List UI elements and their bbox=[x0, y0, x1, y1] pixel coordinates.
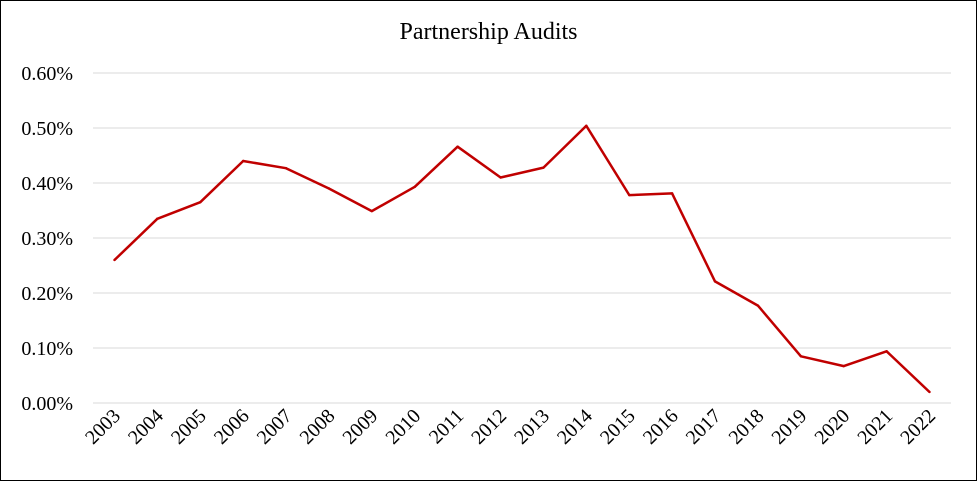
x-tick-label: 2012 bbox=[467, 405, 511, 449]
y-tick-label: 0.50% bbox=[21, 118, 73, 140]
data-point bbox=[413, 185, 416, 189]
x-tick-label: 2005 bbox=[167, 405, 211, 449]
y-tick-label: 0.40% bbox=[21, 173, 73, 195]
data-point bbox=[928, 390, 931, 394]
data-point bbox=[585, 124, 588, 128]
data-point bbox=[156, 217, 159, 220]
data-point bbox=[885, 350, 888, 353]
y-axis-tick-labels: 0.00% 0.10% 0.20% 0.30% 0.40% 0.50% 0.60% bbox=[21, 63, 73, 415]
series-line bbox=[113, 124, 931, 393]
y-tick-label: 0.20% bbox=[21, 283, 73, 305]
x-tick-label: 2003 bbox=[81, 405, 125, 449]
data-point bbox=[628, 193, 631, 197]
x-tick-label: 2009 bbox=[339, 405, 383, 449]
x-tick-label: 2014 bbox=[553, 405, 597, 449]
x-tick-label: 2010 bbox=[381, 405, 425, 449]
data-point bbox=[670, 192, 674, 195]
x-tick-label: 2022 bbox=[896, 405, 940, 449]
data-point bbox=[113, 258, 116, 262]
y-tick-label: 0.00% bbox=[21, 393, 73, 415]
data-point bbox=[327, 187, 331, 190]
y-tick-label: 0.30% bbox=[21, 228, 73, 250]
data-point bbox=[799, 355, 803, 358]
chart-title: Partnership Audits bbox=[399, 19, 578, 45]
data-point bbox=[842, 364, 845, 368]
x-tick-label: 2019 bbox=[768, 405, 812, 449]
x-tick-label: 2021 bbox=[853, 405, 897, 449]
x-tick-label: 2008 bbox=[296, 405, 340, 449]
x-tick-label: 2015 bbox=[596, 405, 640, 449]
data-point bbox=[456, 145, 459, 148]
x-tick-label: 2004 bbox=[124, 405, 168, 449]
x-tick-label: 2011 bbox=[425, 405, 468, 448]
data-point bbox=[542, 166, 545, 169]
data-point bbox=[199, 201, 202, 204]
x-tick-label: 2016 bbox=[639, 405, 683, 449]
y-tick-label: 0.10% bbox=[21, 338, 73, 360]
x-tick-label: 2006 bbox=[210, 405, 254, 449]
data-point bbox=[713, 280, 717, 283]
data-point bbox=[241, 159, 245, 163]
series-layer bbox=[113, 124, 931, 394]
x-axis-tick-labels: 2003 2004 2005 2006 2007 2008 2009 2010 2011 2012… bbox=[81, 405, 940, 449]
data-point bbox=[756, 304, 760, 307]
x-tick-label: 2013 bbox=[510, 405, 554, 449]
x-tick-label: 2017 bbox=[682, 405, 726, 449]
y-tick-label: 0.60% bbox=[21, 63, 73, 85]
x-tick-label: 2018 bbox=[725, 405, 769, 449]
gridlines bbox=[93, 72, 951, 404]
data-point bbox=[284, 166, 288, 170]
data-point bbox=[499, 176, 502, 179]
x-tick-label: 2020 bbox=[810, 405, 854, 449]
x-tick-label: 2007 bbox=[253, 405, 297, 449]
data-point bbox=[370, 209, 374, 213]
